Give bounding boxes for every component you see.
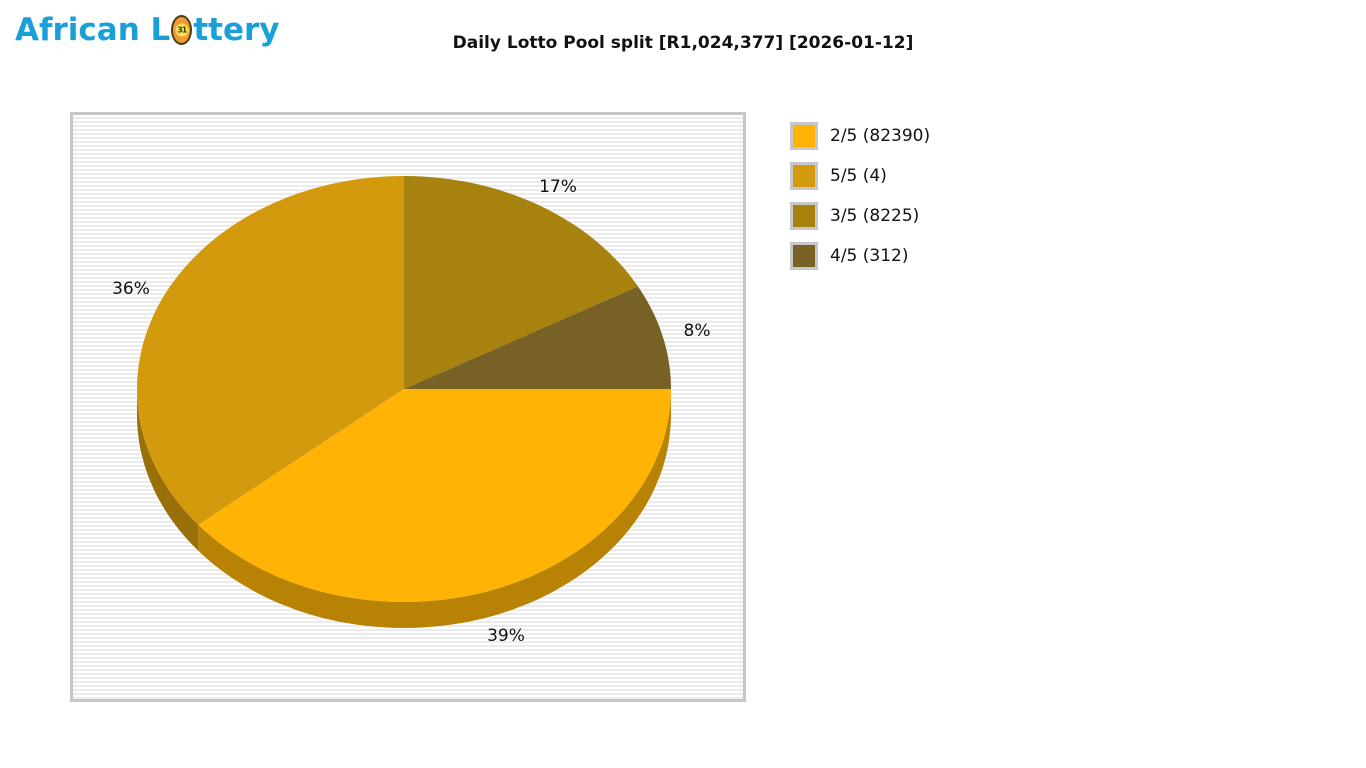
pie-rim-5of5	[137, 389, 199, 551]
pie-chart: 17% 8% 39% 36%	[112, 176, 711, 646]
pie-percent-label: 39%	[487, 626, 525, 646]
pie-rim-2of5	[198, 389, 672, 628]
legend-item: 2/5 (82390)	[790, 122, 930, 150]
legend-item: 4/5 (312)	[790, 242, 930, 270]
legend-label: 2/5 (82390)	[830, 126, 931, 146]
logo-text-lottery: ttery	[193, 12, 280, 48]
logo-text-african: African L	[15, 12, 171, 48]
pie-slice-2of5	[198, 389, 672, 602]
legend-swatch	[790, 122, 818, 150]
pie-slice-5of5	[137, 176, 404, 525]
site-logo: African L 31 ttery	[15, 10, 279, 48]
pie-percent-label: 8%	[684, 321, 711, 341]
pie-slice-4of5	[404, 286, 671, 389]
legend-swatch	[790, 242, 818, 270]
lottery-ball-icon: 31	[171, 15, 193, 45]
legend-item: 3/5 (8225)	[790, 202, 930, 230]
legend-label: 3/5 (8225)	[830, 206, 920, 226]
legend-item: 5/5 (4)	[790, 162, 930, 190]
lottery-ball-number: 31	[175, 23, 189, 37]
legend-label: 5/5 (4)	[830, 166, 887, 186]
legend-swatch	[790, 162, 818, 190]
pie-slice-3of5	[404, 176, 638, 389]
chart-title: Daily Lotto Pool split [R1,024,377] [202…	[452, 33, 914, 53]
legend-label: 4/5 (312)	[830, 246, 909, 266]
legend-swatch	[790, 202, 818, 230]
pie-percent-label: 36%	[112, 279, 150, 299]
pie-percent-label: 17%	[539, 177, 577, 197]
plot-area: 17% 8% 39% 36%	[70, 112, 746, 702]
legend: 2/5 (82390) 5/5 (4) 3/5 (8225) 4/5 (312)	[790, 122, 930, 282]
